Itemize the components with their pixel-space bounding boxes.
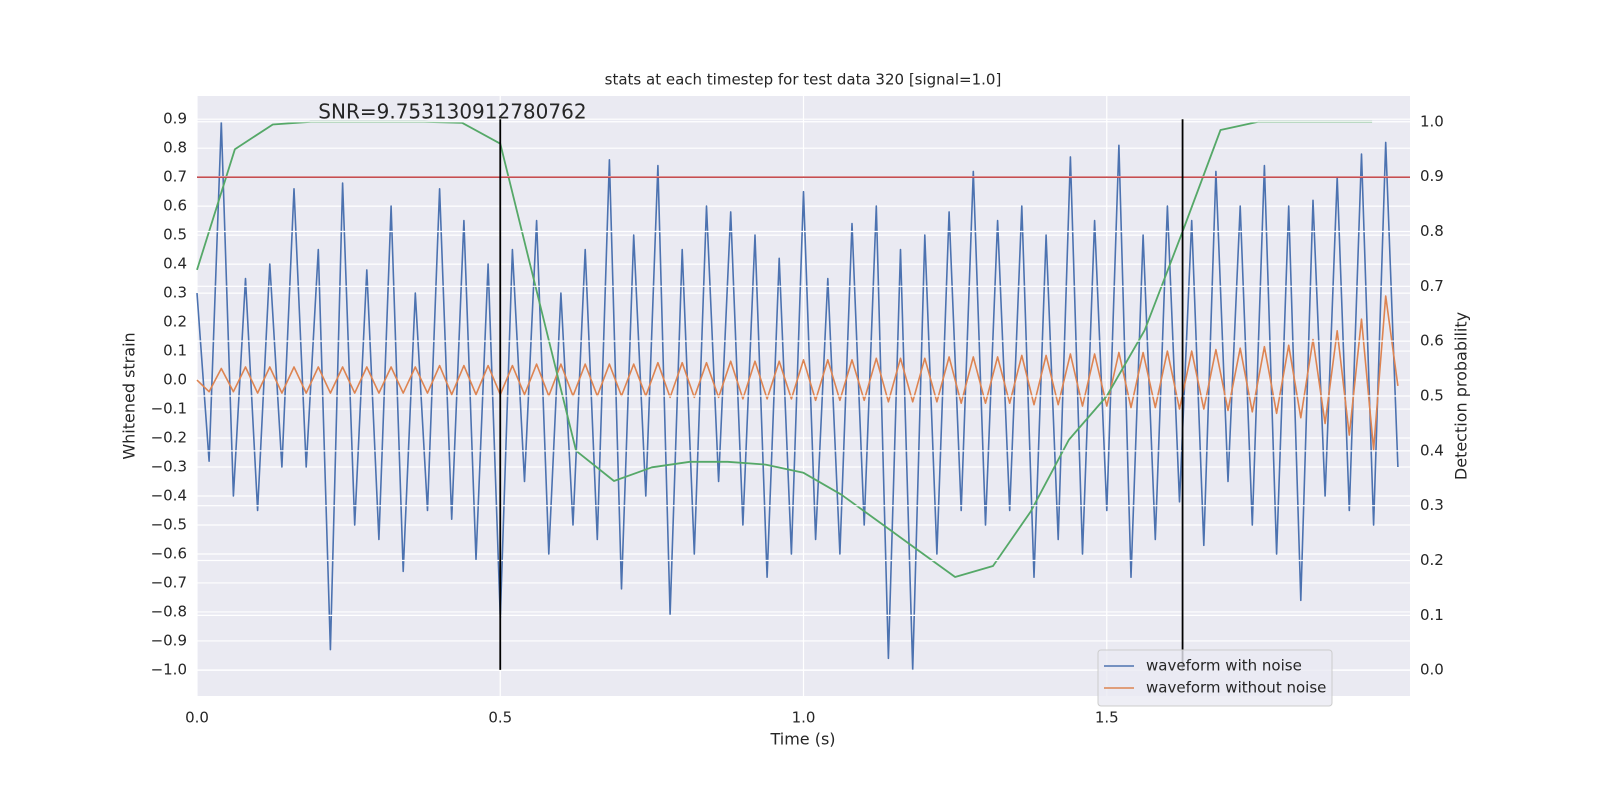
y-tick-label: 0.9 [163, 110, 187, 128]
y-tick-label: 0.4 [163, 255, 187, 273]
y2-tick-label: 0.2 [1420, 551, 1444, 569]
series-line [196, 295, 1399, 451]
y2-tick-label: 0.8 [1420, 222, 1444, 240]
x-tick-label: 0.5 [488, 709, 512, 727]
y2-tick-label: 0.1 [1420, 606, 1444, 624]
legend-box [1097, 649, 1333, 707]
y2-tick-label: 1.0 [1420, 112, 1444, 130]
legend-label: waveform with noise [1146, 657, 1302, 675]
y-tick-label: −0.5 [151, 515, 187, 533]
y-axis-label: Whitened strain [120, 332, 139, 459]
y-tick-label: −0.4 [151, 487, 187, 505]
y-tick-label: 0.6 [163, 197, 187, 215]
x-tick-label: 1.0 [792, 709, 816, 727]
y-tick-label: 0.7 [163, 168, 187, 186]
annotation: SNR=9.753130912780762 [318, 100, 586, 124]
y-tick-label: 0.5 [163, 226, 187, 244]
y-tick-label: −0.8 [151, 602, 187, 620]
y-tick-label: −0.1 [151, 400, 187, 418]
y-tick-label: 0.3 [163, 284, 187, 302]
y-tick-label: −1.0 [151, 660, 187, 678]
chart-title: stats at each timestep for test data 320… [605, 71, 1002, 89]
y2-tick-label: 0.4 [1420, 441, 1444, 459]
y2-tick-label: 0.5 [1420, 387, 1444, 405]
y2-tick-label: 0.6 [1420, 332, 1444, 350]
y-tick-label: 0.1 [163, 342, 187, 360]
y-tick-label: −0.2 [151, 429, 187, 447]
y-tick-label: −0.6 [151, 544, 187, 562]
x-tick-label: 0.0 [185, 709, 209, 727]
y2-tick-label: 0.3 [1420, 496, 1444, 514]
y-tick-label: −0.7 [151, 573, 187, 591]
x-axis-label: Time (s) [769, 730, 835, 749]
y-tick-label: 0.8 [163, 139, 187, 157]
y-tick-label: 0.2 [163, 313, 187, 331]
y2-axis-label: Detection probability [1452, 312, 1471, 480]
legend-label: waveform without noise [1146, 679, 1326, 697]
y2-tick-label: 0.9 [1420, 167, 1444, 185]
y-tick-label: −0.3 [151, 458, 187, 476]
x-tick-label: 1.5 [1095, 709, 1119, 727]
legend: waveform with noise waveform without nois… [1097, 649, 1333, 707]
y2-tick-label: 0.7 [1420, 277, 1444, 295]
y2-tick-label: 0.0 [1420, 661, 1444, 679]
y-tick-label: 0.0 [163, 371, 187, 389]
y-tick-label: −0.9 [151, 631, 187, 649]
